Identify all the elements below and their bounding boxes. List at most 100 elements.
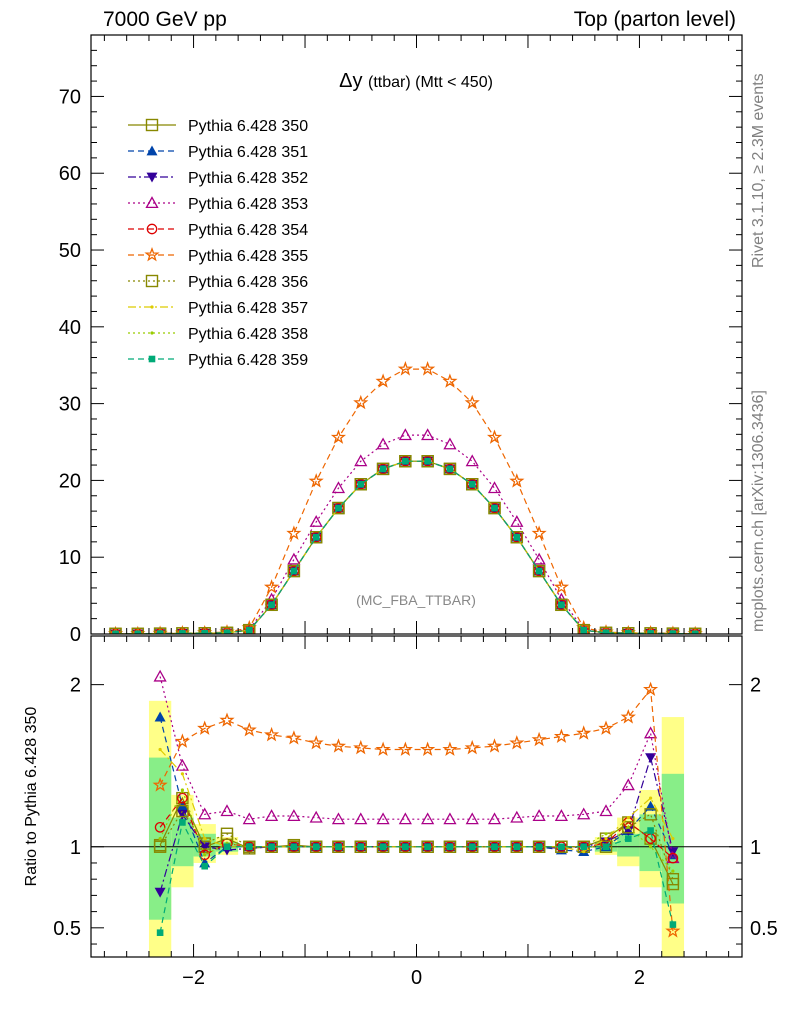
x-tick-label: −2 [182, 967, 205, 989]
legend-item: Pythia 6.428 351 [128, 144, 308, 161]
data-point [624, 835, 632, 842]
data-point [532, 552, 546, 565]
data-point [644, 627, 657, 634]
data-point [379, 465, 387, 473]
data-point [487, 812, 502, 825]
data-point [245, 626, 253, 634]
legend-label: Pythia 6.428 356 [188, 274, 308, 291]
analysis-watermark: (MC_FBA_TTBAR) [356, 592, 476, 608]
data-point [602, 629, 610, 634]
data-point [243, 623, 256, 634]
data-point [622, 821, 635, 834]
ratio-series-2 [154, 753, 679, 898]
data-point [220, 827, 234, 840]
data-point [158, 837, 162, 841]
data-point [312, 843, 320, 851]
data-point [558, 843, 565, 851]
data-point [582, 850, 586, 854]
data-point [175, 758, 190, 771]
ratio-y-tick-label-right: 2 [750, 675, 761, 697]
data-point [531, 731, 547, 747]
y-tick-label: 0 [70, 624, 81, 646]
data-point [443, 462, 457, 476]
data-point [642, 625, 659, 634]
data-point [153, 840, 167, 853]
x-tick-label: 2 [634, 967, 645, 989]
data-point [377, 463, 389, 475]
y-tick-label: 30 [59, 394, 81, 416]
ratio-line [159, 755, 674, 893]
data-point [268, 601, 275, 609]
data-point [669, 630, 677, 634]
data-point [332, 501, 345, 515]
data-point [333, 502, 344, 514]
series-line [115, 460, 696, 634]
legend-item: Pythia 6.428 353 [128, 196, 308, 213]
data-point [420, 741, 436, 756]
data-point [288, 565, 300, 577]
data-point [624, 629, 632, 634]
data-point [150, 305, 154, 309]
data-point [156, 929, 164, 936]
data-point [402, 843, 409, 851]
legend-item: Pythia 6.428 355 [128, 247, 308, 265]
data-point [263, 726, 280, 742]
series-8 [113, 459, 697, 634]
legend-label: Pythia 6.428 350 [188, 118, 308, 135]
data-point [354, 454, 368, 467]
data-point [398, 428, 412, 441]
data-point [144, 247, 160, 262]
data-point [375, 373, 391, 388]
data-point [152, 625, 168, 634]
data-point [153, 669, 167, 682]
data-point [145, 274, 159, 288]
data-point [555, 598, 568, 612]
data-point [154, 711, 166, 722]
data-point [442, 373, 458, 388]
data-point [643, 726, 658, 739]
data-point [145, 196, 159, 209]
data-point [671, 837, 675, 841]
data-point [666, 872, 680, 886]
data-point [648, 796, 653, 800]
data-point [620, 709, 636, 724]
data-point [150, 331, 154, 335]
legend-label: Pythia 6.428 358 [188, 326, 308, 343]
data-point [626, 825, 630, 829]
data-point [287, 809, 301, 822]
data-point [197, 624, 213, 634]
data-point [219, 712, 235, 727]
ratio-series-8 [158, 788, 675, 873]
data-point [442, 741, 458, 756]
data-point [466, 478, 479, 491]
data-point [287, 564, 301, 578]
data-point [179, 819, 186, 826]
y-tick-label: 70 [59, 86, 81, 108]
x-tick-label: 0 [411, 967, 422, 989]
plot-titles: Δy (ttbar) (Mtt < 450) (MC_FBA_TTBAR) [339, 70, 493, 608]
data-point [154, 821, 166, 833]
data-point [148, 355, 156, 363]
series-0 [109, 455, 702, 634]
data-point [112, 630, 119, 634]
legend-label: Pythia 6.428 353 [188, 196, 308, 213]
data-point [535, 843, 543, 851]
y-tick-label: 60 [59, 163, 81, 185]
data-point [556, 599, 567, 611]
data-point [376, 812, 390, 825]
data-point [642, 681, 659, 696]
data-point [645, 833, 656, 844]
ratio-y-tick-label: 1 [70, 837, 81, 859]
header-right: Top (parton level) [573, 8, 736, 31]
data-point [357, 480, 365, 488]
data-point [464, 739, 480, 755]
data-point [199, 842, 211, 853]
series-9 [112, 457, 699, 634]
data-point [309, 810, 323, 823]
data-point [621, 778, 635, 791]
data-point [174, 625, 191, 634]
data-point [201, 629, 209, 634]
legend-label: Pythia 6.428 351 [188, 144, 308, 161]
data-point [180, 788, 185, 792]
data-point [468, 843, 476, 851]
